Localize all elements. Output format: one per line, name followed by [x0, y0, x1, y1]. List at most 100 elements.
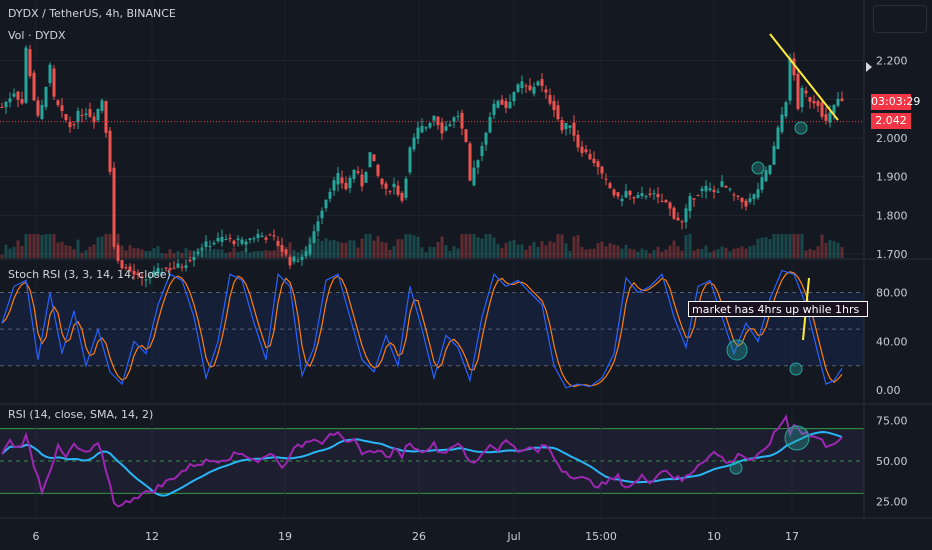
- price-axis[interactable]: 2.2002.1002.0001.9001.8001.70080.0040.00…: [876, 54, 908, 508]
- last-price-tag: 2.042: [871, 113, 911, 129]
- candle-body: [636, 195, 640, 198]
- candle-body: [676, 217, 680, 221]
- volume-bar: [60, 241, 64, 258]
- volume-bar: [760, 237, 764, 258]
- volume-bar: [820, 234, 824, 258]
- candle-body: [380, 178, 384, 185]
- volume-bar: [368, 234, 372, 258]
- time-tick-label: 26: [412, 530, 426, 543]
- candle-body: [744, 200, 748, 207]
- candle-body: [204, 241, 208, 247]
- volume-bar: [332, 239, 336, 258]
- candle-body: [624, 191, 628, 198]
- candle-body: [428, 123, 432, 128]
- volume-bars: [0, 234, 844, 258]
- candle-body: [236, 238, 240, 240]
- candle-body: [88, 109, 92, 117]
- volume-bar: [160, 252, 164, 258]
- candle-body: [480, 145, 484, 156]
- candle-body: [800, 87, 804, 108]
- stoch-tick-label: 0.00: [876, 384, 901, 397]
- volume-bar: [292, 250, 296, 258]
- volume-bar: [484, 234, 488, 258]
- candle-body: [672, 207, 676, 219]
- candle-body: [724, 186, 728, 188]
- time-tick-label: 10: [707, 530, 721, 543]
- volume-bar: [376, 236, 380, 258]
- volume-bar: [724, 247, 728, 258]
- candle-body: [560, 120, 564, 131]
- volume-bar: [468, 234, 472, 258]
- candle-body: [484, 132, 488, 145]
- candle-body: [176, 263, 180, 268]
- trend-line-drawing[interactable]: [769, 33, 839, 121]
- volume-bar: [596, 243, 600, 258]
- volume-bar: [76, 239, 80, 258]
- candle-body: [592, 158, 596, 163]
- candle-body: [56, 100, 60, 106]
- volume-bar: [780, 234, 784, 258]
- volume-bar: [84, 250, 88, 258]
- candle-body: [564, 122, 568, 130]
- volume-bar: [648, 253, 652, 258]
- volume-bar: [720, 246, 724, 258]
- volume-bar: [352, 240, 356, 258]
- candle-body: [780, 114, 784, 132]
- candle-body: [300, 256, 304, 260]
- volume-bar: [272, 250, 276, 258]
- volume-bar: [144, 251, 148, 258]
- volume-bar: [64, 245, 68, 258]
- volume-bar: [44, 234, 48, 258]
- candle-body: [532, 86, 536, 94]
- candle-body: [344, 182, 348, 190]
- candle-body: [140, 276, 144, 279]
- candle-body: [248, 238, 252, 241]
- candle-body: [408, 147, 412, 173]
- marker-circle[interactable]: [789, 362, 803, 376]
- candle-body: [556, 105, 560, 120]
- volume-bar: [236, 252, 240, 258]
- marker-circle[interactable]: [784, 425, 810, 451]
- volume-bar: [652, 250, 656, 258]
- candle-body: [280, 245, 284, 252]
- volume-bar: [136, 248, 140, 258]
- volume-bar: [380, 241, 384, 258]
- volume-bar: [480, 238, 484, 258]
- volume-bar: [580, 246, 584, 258]
- volume-bar: [8, 248, 12, 258]
- volume-bar: [288, 242, 292, 258]
- volume-bar: [184, 248, 188, 258]
- volume-bar: [264, 250, 268, 258]
- volume-bar: [424, 252, 428, 258]
- candle-body: [268, 234, 272, 236]
- marker-circle[interactable]: [729, 461, 743, 475]
- volume-bar: [756, 238, 760, 258]
- marker-circle[interactable]: [751, 161, 765, 175]
- volume-bar: [140, 249, 144, 258]
- volume-bar: [16, 240, 20, 258]
- chart-settings-box[interactable]: [873, 5, 927, 33]
- text-annotation[interactable]: market has 4hrs up while 1hrs: [688, 301, 868, 317]
- candle-body: [612, 189, 616, 196]
- volume-bar: [384, 242, 388, 258]
- marker-circle[interactable]: [726, 339, 748, 361]
- volume-bar: [56, 242, 60, 258]
- volume-bar: [604, 246, 608, 258]
- candle-body: [544, 89, 548, 93]
- candle-body: [432, 115, 436, 121]
- candle-body: [168, 268, 172, 271]
- rsi-line: [1, 414, 843, 508]
- volume-bar: [356, 247, 360, 258]
- volume-bar: [428, 246, 432, 258]
- marker-circle[interactable]: [794, 121, 808, 135]
- price-tick-label: 1.800: [876, 209, 908, 222]
- volume-bar: [576, 234, 580, 258]
- volume-bar: [320, 240, 324, 258]
- candle-body: [44, 86, 48, 108]
- candle-body: [104, 100, 108, 133]
- candle-body: [444, 126, 448, 131]
- volume-bar: [400, 239, 404, 258]
- time-axis[interactable]: 6 12 19 26 Jul 15:00 10 17: [33, 530, 800, 543]
- candle-body: [60, 105, 64, 112]
